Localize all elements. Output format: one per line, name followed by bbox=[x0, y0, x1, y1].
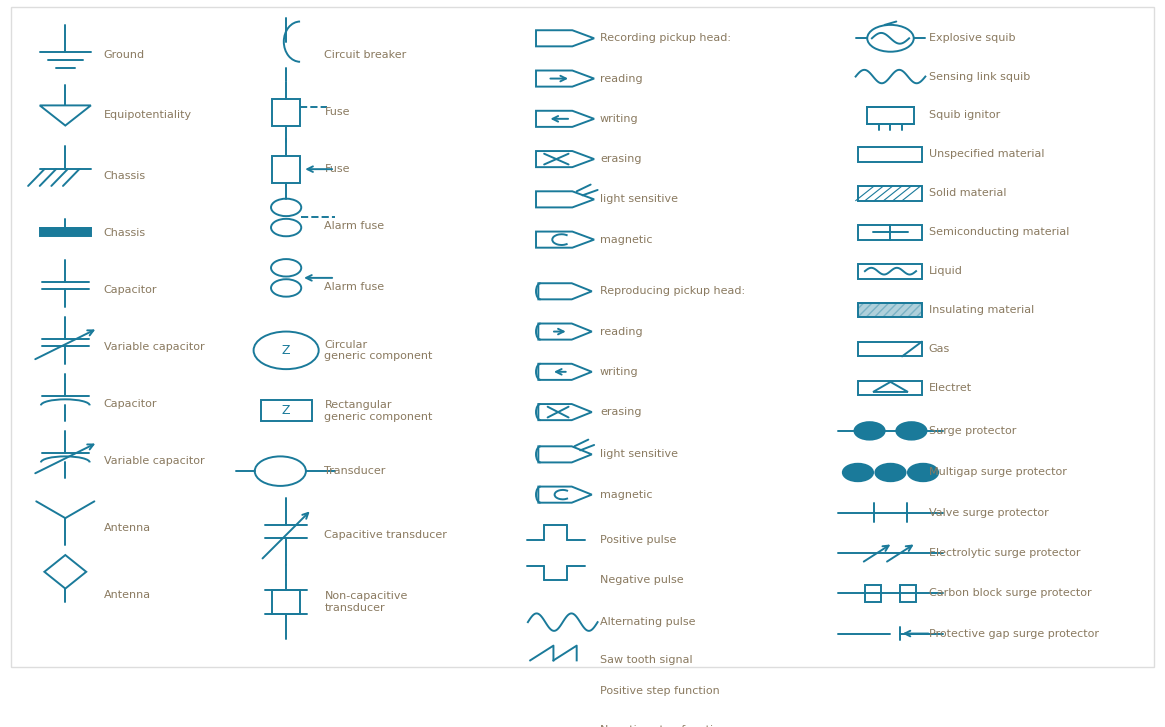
Text: Unspecified material: Unspecified material bbox=[929, 149, 1044, 159]
Bar bbox=[40, 228, 91, 236]
Text: writing: writing bbox=[600, 114, 638, 124]
Text: Fuse: Fuse bbox=[325, 164, 350, 174]
Circle shape bbox=[875, 464, 905, 481]
Text: Valve surge protector: Valve surge protector bbox=[929, 507, 1048, 518]
Text: Alarm fuse: Alarm fuse bbox=[325, 221, 384, 231]
Text: Chassis: Chassis bbox=[104, 171, 146, 181]
Text: Circuit breaker: Circuit breaker bbox=[325, 50, 407, 60]
Text: light sensitive: light sensitive bbox=[600, 194, 678, 204]
Text: Electret: Electret bbox=[929, 383, 972, 393]
Bar bbox=[857, 302, 922, 318]
Circle shape bbox=[896, 422, 926, 440]
Bar bbox=[857, 186, 922, 201]
Text: Explosive squib: Explosive squib bbox=[929, 33, 1016, 44]
Text: light sensitive: light sensitive bbox=[600, 449, 678, 459]
Text: Antenna: Antenna bbox=[104, 590, 150, 601]
Text: Transducer: Transducer bbox=[325, 466, 386, 476]
Text: Non-capacitive
transducer: Non-capacitive transducer bbox=[325, 591, 408, 613]
Circle shape bbox=[854, 422, 884, 440]
Text: Antenna: Antenna bbox=[104, 523, 150, 533]
Circle shape bbox=[842, 464, 873, 481]
Text: Solid material: Solid material bbox=[929, 188, 1007, 198]
Text: Negative pulse: Negative pulse bbox=[600, 575, 684, 585]
Text: magnetic: magnetic bbox=[600, 235, 652, 244]
Text: Chassis: Chassis bbox=[104, 228, 146, 238]
Text: writing: writing bbox=[600, 367, 638, 377]
Text: magnetic: magnetic bbox=[600, 489, 652, 499]
Text: Z: Z bbox=[282, 404, 290, 417]
Text: Positive step function: Positive step function bbox=[600, 686, 720, 696]
Text: Alarm fuse: Alarm fuse bbox=[325, 281, 384, 292]
Text: Reproducing pickup head:: Reproducing pickup head: bbox=[600, 286, 746, 297]
Text: Negative step function: Negative step function bbox=[600, 725, 727, 727]
Text: Squib ignitor: Squib ignitor bbox=[929, 111, 1000, 121]
Text: Fuse: Fuse bbox=[325, 107, 350, 117]
Bar bbox=[867, 108, 913, 124]
Text: Multigap surge protector: Multigap surge protector bbox=[929, 467, 1067, 478]
Text: Capacitor: Capacitor bbox=[104, 285, 157, 295]
Text: Electrolytic surge protector: Electrolytic surge protector bbox=[929, 548, 1080, 558]
Text: Protective gap surge protector: Protective gap surge protector bbox=[929, 629, 1099, 638]
Text: Positive pulse: Positive pulse bbox=[600, 534, 677, 545]
Bar bbox=[857, 147, 922, 162]
Bar bbox=[273, 590, 301, 614]
Text: Sensing link squib: Sensing link squib bbox=[929, 71, 1030, 81]
Text: Variable capacitor: Variable capacitor bbox=[104, 456, 204, 466]
Text: Recording pickup head:: Recording pickup head: bbox=[600, 33, 730, 44]
Text: Capacitor: Capacitor bbox=[104, 399, 157, 409]
Text: Ground: Ground bbox=[104, 50, 144, 60]
Text: Insulating material: Insulating material bbox=[929, 305, 1035, 315]
Bar bbox=[864, 585, 881, 602]
Text: Carbon block surge protector: Carbon block surge protector bbox=[929, 588, 1092, 598]
Text: Z: Z bbox=[282, 344, 290, 357]
Circle shape bbox=[908, 464, 938, 481]
Bar bbox=[857, 342, 922, 356]
Text: reading: reading bbox=[600, 326, 643, 337]
Text: Saw tooth signal: Saw tooth signal bbox=[600, 655, 692, 665]
Text: Semiconducting material: Semiconducting material bbox=[929, 228, 1069, 237]
Bar bbox=[857, 302, 922, 318]
Bar bbox=[857, 380, 922, 395]
Text: Capacitive transducer: Capacitive transducer bbox=[325, 530, 447, 540]
Text: erasing: erasing bbox=[600, 407, 642, 417]
Bar bbox=[273, 99, 301, 126]
Bar bbox=[261, 400, 312, 422]
Text: Rectangular
generic component: Rectangular generic component bbox=[325, 400, 433, 422]
Text: erasing: erasing bbox=[600, 154, 642, 164]
Text: Circular
generic component: Circular generic component bbox=[325, 340, 433, 361]
Text: Alternating pulse: Alternating pulse bbox=[600, 617, 696, 627]
Bar bbox=[857, 264, 922, 278]
Bar bbox=[857, 225, 922, 240]
Text: reading: reading bbox=[600, 73, 643, 84]
Bar bbox=[273, 156, 301, 182]
Text: Surge protector: Surge protector bbox=[929, 426, 1016, 436]
Text: Gas: Gas bbox=[929, 344, 951, 354]
Bar bbox=[899, 585, 916, 602]
Text: Equipotentiality: Equipotentiality bbox=[104, 111, 192, 121]
Text: Variable capacitor: Variable capacitor bbox=[104, 342, 204, 352]
Text: Liquid: Liquid bbox=[929, 266, 962, 276]
